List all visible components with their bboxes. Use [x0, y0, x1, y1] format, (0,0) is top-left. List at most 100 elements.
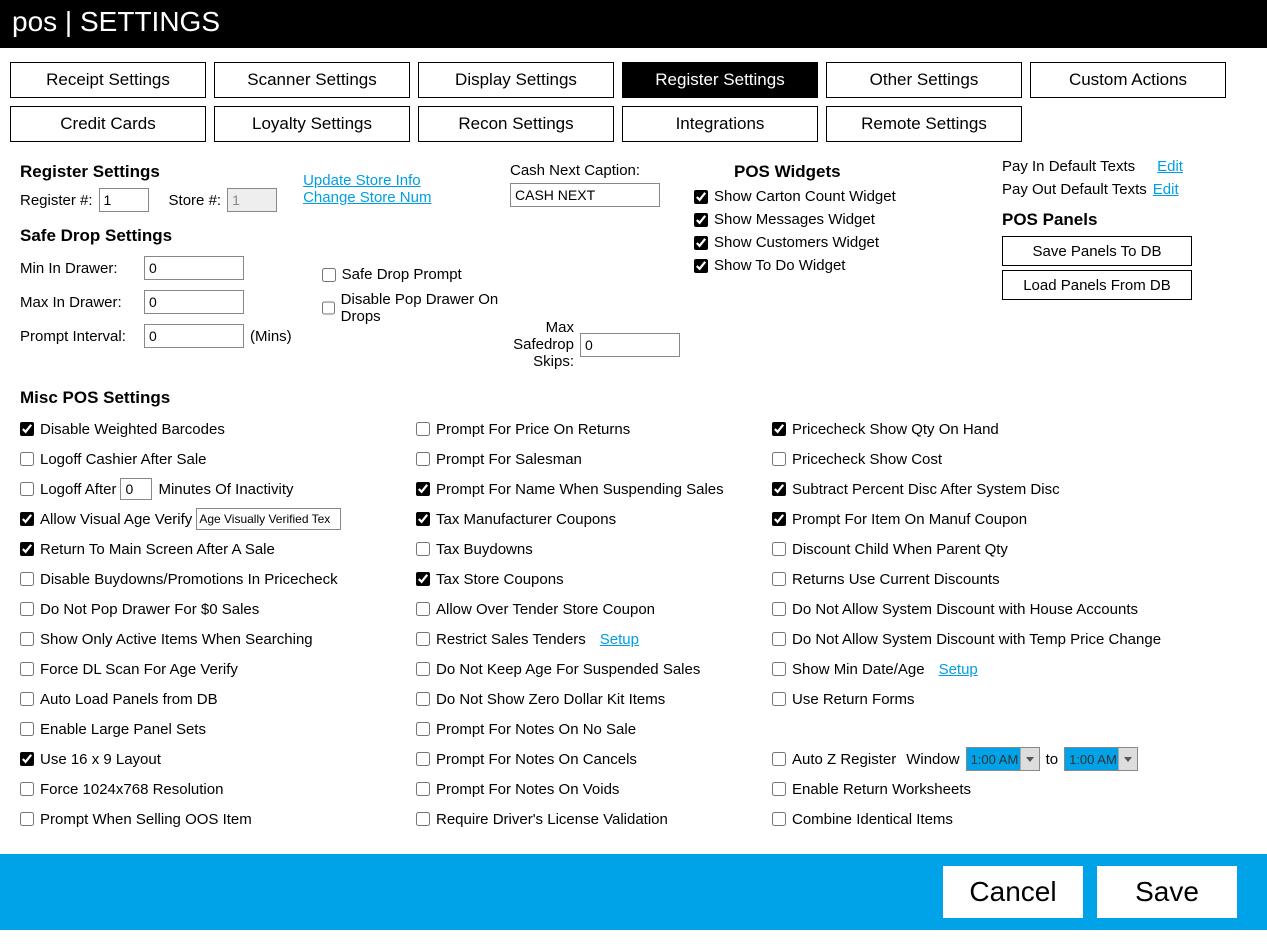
misc-col2-label-13: Require Driver's License Validation: [436, 811, 668, 828]
pos-panels-title: POS Panels: [1002, 210, 1267, 230]
widget-checkbox-0[interactable]: [694, 190, 708, 204]
min-drawer-input[interactable]: [144, 256, 244, 280]
misc-col1-checkbox-5[interactable]: [20, 572, 34, 586]
misc-col3-checkbox-4[interactable]: [772, 542, 786, 556]
misc-col1-checkbox-3[interactable]: [20, 512, 34, 526]
load-panels-button[interactable]: Load Panels From DB: [1002, 270, 1192, 300]
misc-col3-checkbox-13[interactable]: [772, 812, 786, 826]
register-num-input[interactable]: [99, 188, 149, 212]
misc-col3-checkbox-8[interactable]: [772, 662, 786, 676]
misc-col1-checkbox-7[interactable]: [20, 632, 34, 646]
misc-col3-checkbox-5[interactable]: [772, 572, 786, 586]
tab-credit-cards[interactable]: Credit Cards: [10, 106, 206, 142]
misc-col2-checkbox-3[interactable]: [416, 512, 430, 526]
misc-col2-checkbox-1[interactable]: [416, 452, 430, 466]
misc-col3-label-1: Pricecheck Show Cost: [792, 451, 942, 468]
save-panels-button[interactable]: Save Panels To DB: [1002, 236, 1192, 266]
tab-display-settings[interactable]: Display Settings: [418, 62, 614, 98]
misc-col1-checkbox-1[interactable]: [20, 452, 34, 466]
misc-col1-checkbox-8[interactable]: [20, 662, 34, 676]
misc-col1-checkbox-11[interactable]: [20, 752, 34, 766]
misc-col3-checkbox-11[interactable]: [772, 752, 786, 766]
store-num-label: Store #:: [169, 192, 222, 209]
autoz-window-label: Window: [906, 751, 959, 768]
misc-col2-checkbox-9[interactable]: [416, 692, 430, 706]
cancel-button[interactable]: Cancel: [943, 866, 1083, 918]
misc-col1-label-9: Auto Load Panels from DB: [40, 691, 218, 708]
misc-col2-checkbox-10[interactable]: [416, 722, 430, 736]
tab-remote-settings[interactable]: Remote Settings: [826, 106, 1022, 142]
footer-bar: Cancel Save: [0, 854, 1267, 930]
misc-col1-checkbox-4[interactable]: [20, 542, 34, 556]
max-safedrop-skips-input[interactable]: [580, 333, 680, 357]
pay-in-label: Pay In Default Texts: [1002, 158, 1135, 175]
misc-col2-checkbox-2[interactable]: [416, 482, 430, 496]
autoz-time-to[interactable]: 1:00 AM: [1064, 747, 1138, 771]
disable-pop-drawer-label: Disable Pop Drawer On Drops: [341, 291, 500, 325]
misc-col1-checkbox-6[interactable]: [20, 602, 34, 616]
misc-col3-checkbox-6[interactable]: [772, 602, 786, 616]
misc-col2-checkbox-12[interactable]: [416, 782, 430, 796]
widget-checkbox-2[interactable]: [694, 236, 708, 250]
max-safedrop-skips-label: Max Safedrop Skips:: [510, 319, 574, 370]
page-title: SETTINGS: [80, 6, 220, 37]
misc-col2-checkbox-8[interactable]: [416, 662, 430, 676]
misc-col1-checkbox-13[interactable]: [20, 812, 34, 826]
misc-col1-label-11: Use 16 x 9 Layout: [40, 751, 161, 768]
tab-receipt-settings[interactable]: Receipt Settings: [10, 62, 206, 98]
safe-drop-prompt-checkbox[interactable]: [322, 268, 336, 282]
prompt-interval-input[interactable]: [144, 324, 244, 348]
misc-col1-label-7: Show Only Active Items When Searching: [40, 631, 313, 648]
widget-checkbox-1[interactable]: [694, 213, 708, 227]
misc-title: Misc POS Settings: [20, 388, 1247, 408]
disable-pop-drawer-checkbox[interactable]: [322, 301, 335, 315]
tab-recon-settings[interactable]: Recon Settings: [418, 106, 614, 142]
misc-col2-checkbox-6[interactable]: [416, 602, 430, 616]
misc-col1-checkbox-9[interactable]: [20, 692, 34, 706]
misc-col2-label-11: Prompt For Notes On Cancels: [436, 751, 637, 768]
tab-other-settings[interactable]: Other Settings: [826, 62, 1022, 98]
misc-col2-checkbox-4[interactable]: [416, 542, 430, 556]
pay-out-edit-link[interactable]: Edit: [1153, 181, 1179, 198]
misc-col3-checkbox-7[interactable]: [772, 632, 786, 646]
misc-col3-link-8[interactable]: Setup: [939, 661, 978, 678]
misc-col3-label-8: Show Min Date/Age: [792, 661, 925, 678]
max-drawer-input[interactable]: [144, 290, 244, 314]
misc-col2-checkbox-0[interactable]: [416, 422, 430, 436]
misc-col2-checkbox-7[interactable]: [416, 632, 430, 646]
misc-col2-label-8: Do Not Keep Age For Suspended Sales: [436, 661, 700, 678]
tab-loyalty-settings[interactable]: Loyalty Settings: [214, 106, 410, 142]
update-store-info-link[interactable]: Update Store Info: [303, 172, 431, 189]
misc-col3-checkbox-12[interactable]: [772, 782, 786, 796]
misc-col1-checkbox-10[interactable]: [20, 722, 34, 736]
misc-col2-checkbox-5[interactable]: [416, 572, 430, 586]
misc-col1-label-3: Allow Visual Age Verify: [40, 511, 192, 528]
misc-col1-input-3[interactable]: [196, 508, 341, 530]
tab-scanner-settings[interactable]: Scanner Settings: [214, 62, 410, 98]
min-drawer-label: Min In Drawer:: [20, 260, 138, 277]
cash-next-input[interactable]: [510, 183, 660, 207]
misc-col2-checkbox-13[interactable]: [416, 812, 430, 826]
misc-col1-label-4: Return To Main Screen After A Sale: [40, 541, 275, 558]
pos-widgets-title: POS Widgets: [694, 162, 970, 182]
misc-col2-link-7[interactable]: Setup: [600, 631, 639, 648]
pay-in-edit-link[interactable]: Edit: [1157, 158, 1183, 175]
widget-checkbox-3[interactable]: [694, 259, 708, 273]
misc-col1-checkbox-0[interactable]: [20, 422, 34, 436]
misc-col1-input-2[interactable]: [120, 478, 152, 500]
change-store-num-link[interactable]: Change Store Num: [303, 189, 431, 206]
misc-col1-checkbox-12[interactable]: [20, 782, 34, 796]
save-button[interactable]: Save: [1097, 866, 1237, 918]
misc-col3-checkbox-9[interactable]: [772, 692, 786, 706]
tab-custom-actions[interactable]: Custom Actions: [1030, 62, 1226, 98]
autoz-time-from[interactable]: 1:00 AM: [966, 747, 1040, 771]
misc-col3-checkbox-1[interactable]: [772, 452, 786, 466]
tab-register-settings[interactable]: Register Settings: [622, 62, 818, 98]
misc-col1-label-8: Force DL Scan For Age Verify: [40, 661, 238, 678]
misc-col2-checkbox-11[interactable]: [416, 752, 430, 766]
misc-col3-checkbox-3[interactable]: [772, 512, 786, 526]
tab-integrations[interactable]: Integrations: [622, 106, 818, 142]
misc-col3-checkbox-0[interactable]: [772, 422, 786, 436]
misc-col3-checkbox-2[interactable]: [772, 482, 786, 496]
misc-col1-checkbox-2[interactable]: [20, 482, 34, 496]
